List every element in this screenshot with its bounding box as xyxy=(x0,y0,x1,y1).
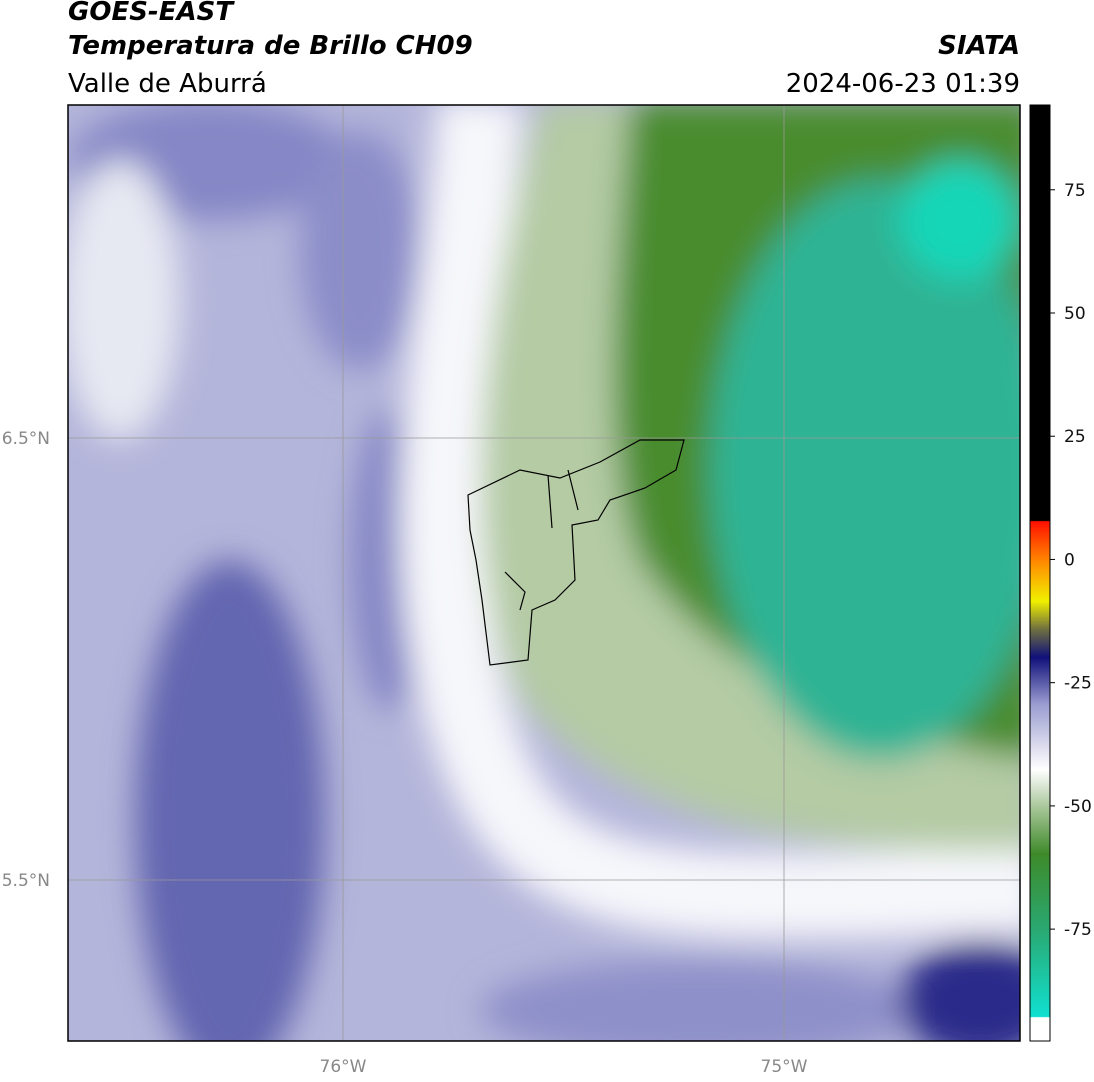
datetime: 2024-06-23 01:39 xyxy=(786,69,1020,99)
graticule xyxy=(68,105,1020,1041)
lon-label: 75°W xyxy=(761,1057,808,1077)
colorbar xyxy=(1029,104,1051,1042)
map-frame xyxy=(67,104,1021,1042)
colorbar-tick-label: 25 xyxy=(1064,427,1086,447)
colorbar-tick-label: 75 xyxy=(1064,181,1086,201)
boundary xyxy=(467,439,685,666)
region: Valle de Aburrá xyxy=(68,69,267,99)
colorbar-tick-label: -75 xyxy=(1064,920,1092,940)
lat-label: 5.5°N xyxy=(2,871,50,891)
colorbar-tick-label: 50 xyxy=(1064,304,1086,324)
colorbar-tick-label: -50 xyxy=(1064,797,1092,817)
lat-label: 6.5°N xyxy=(2,429,50,449)
colorbar-tick-label: 0 xyxy=(1064,550,1075,570)
colorbar-tick-label: -25 xyxy=(1064,674,1092,694)
satellite-image xyxy=(68,105,1020,1041)
title: GOES-EAST xyxy=(68,0,235,27)
lon-label: 76°W xyxy=(320,1057,367,1077)
subtitle: Temperatura de Brillo CH09 xyxy=(68,31,473,61)
source: SIATA xyxy=(938,31,1020,61)
